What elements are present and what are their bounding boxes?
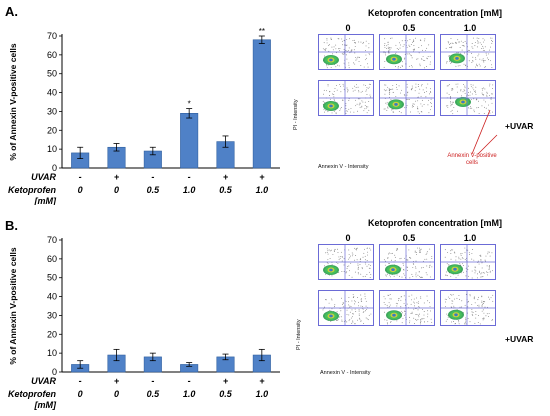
flow-b-scatter-r1-c1 [380, 291, 434, 325]
chart-b-uvar-3: - [188, 376, 191, 386]
chart-a-uvar-3: - [188, 172, 191, 182]
chart-b-ytick-label-5: 50 [47, 273, 57, 283]
chart-b-row-label-2: [mM] [34, 400, 57, 410]
chart-b-uvar-1: + [114, 376, 120, 386]
flow-b-plot-r0-c1 [379, 244, 435, 280]
chart-a-row-label-0: UVAR [31, 172, 56, 182]
flow-conc-a-1: 0.5 [402, 23, 416, 33]
flow-a-scatter-r1-c1 [380, 81, 434, 115]
chart-a-ytick-label-6: 60 [47, 50, 57, 60]
chart-a-row-label-1: Ketoprofen [8, 185, 56, 195]
flow-xaxis-label-b: Annexin V - Intensity [320, 370, 371, 376]
chart-a-ketoprofen-5: 1.0 [256, 185, 269, 195]
chart-b-ytick-label-3: 30 [47, 310, 57, 320]
chart-a-ytick-label-2: 20 [47, 125, 57, 135]
chart-a-ketoprofen-2: 0.5 [147, 185, 161, 195]
flow-a-scatter-r1-c0 [319, 81, 373, 115]
chart-b-ketoprofen-3: 1.0 [183, 389, 196, 399]
flow-a-plot-r1-c2 [440, 80, 496, 116]
annexin-positive-annotation: Annexin V-positive cells [447, 153, 497, 166]
chart-b-ketoprofen-4: 0.5 [219, 389, 233, 399]
flow-conc-b-1: 0.5 [402, 233, 416, 243]
chart-a-uvar-1: + [114, 172, 120, 182]
flow-a-scatter-r0-c0 [319, 35, 373, 69]
flow-a-scatter-r0-c2 [441, 35, 495, 69]
chart-a-row-label-2: [mM] [34, 196, 57, 205]
chart-b-uvar-0: - [79, 376, 82, 386]
flow-b-plot-r1-c0 [318, 290, 374, 326]
flow-xaxis-label-a: Annexin V - Intensity [318, 164, 369, 170]
flow-conc-a-0: 0 [345, 23, 351, 33]
flow-title-b: Ketoprofen concentration [mM] [368, 218, 502, 228]
chart-a-ytick-label-0: 0 [52, 163, 57, 173]
flow-a-plot-r0-c1 [379, 34, 435, 70]
chart-a-ketoprofen-3: 1.0 [183, 185, 196, 195]
chart-b-row-label-1: Ketoprofen [8, 389, 56, 399]
flow-title-a: Ketoprofen concentration [mM] [368, 8, 502, 18]
chart-a-ytick-label-1: 10 [47, 144, 57, 154]
chart-a-ylabel: % of Annexin V-positive cells [8, 43, 18, 161]
chart-b-ketoprofen-5: 1.0 [256, 389, 269, 399]
flow-conc-a-2: 1.0 [463, 23, 477, 33]
flow-b-plot-r1-c2 [440, 290, 496, 326]
flow-b-scatter-r0-c2 [441, 245, 495, 279]
bar-chart-a: 0 10 20 30 40 50 60 70 % of Annexin V-positive c… [8, 27, 280, 205]
chart-a-uvar-4: + [223, 172, 229, 182]
chart-a-ytick-label-5: 50 [47, 69, 57, 79]
chart-a-bar-5 [252, 39, 271, 169]
chart-b-ytick-label-4: 40 [47, 292, 57, 302]
flow-a-plot-r0-c0 [318, 34, 374, 70]
flow-b-plot-r1-c1 [379, 290, 435, 326]
chart-a-uvar-0: - [79, 172, 82, 182]
flow-yaxis-label-a: PI - Intensity [293, 99, 299, 130]
chart-a-ytick-label-3: 30 [47, 106, 57, 116]
chart-b-ytick-label-0: 0 [52, 367, 57, 377]
chart-b-ytick-label-6: 60 [47, 254, 57, 264]
chart-b-row-label-0: UVAR [31, 376, 56, 386]
chart-b-ketoprofen-2: 0.5 [147, 389, 161, 399]
flow-conc-b-0: 0 [345, 233, 351, 243]
chart-a-uvar-2: - [151, 172, 154, 182]
chart-a-significance-5: ** [259, 27, 265, 36]
chart-b-ytick-label-7: 70 [47, 235, 57, 245]
flow-side-label-b: +UVAR [505, 334, 534, 344]
flow-a-scatter-r1-c2 [441, 81, 495, 115]
chart-a-bar-3 [180, 113, 199, 169]
panel-a-letter: A. [5, 4, 18, 19]
flow-side-label-a: +UVAR [505, 121, 534, 131]
chart-b-uvar-2: - [151, 376, 154, 386]
flow-b-scatter-r0-c0 [319, 245, 373, 279]
flow-a-scatter-r0-c1 [380, 35, 434, 69]
flow-yaxis-label-b: PI - Intensity [296, 319, 302, 350]
chart-b-ytick-label-1: 10 [47, 348, 57, 358]
chart-b-ytick-label-2: 20 [47, 329, 57, 339]
chart-b-uvar-4: + [223, 376, 229, 386]
flow-b-scatter-r0-c1 [380, 245, 434, 279]
chart-a-ketoprofen-4: 0.5 [219, 185, 233, 195]
chart-b-ketoprofen-0: 0 [78, 389, 83, 399]
flow-a-plot-r0-c2 [440, 34, 496, 70]
chart-a-significance-3: * [188, 100, 191, 109]
bar-chart-b: 0 10 20 30 40 50 60 70 % of Annexin V-positive c… [8, 235, 280, 410]
chart-b-ylabel: % of Annexin V-positive cells [8, 247, 18, 365]
flow-a-plot-r1-c0 [318, 80, 374, 116]
flow-b-plot-r0-c2 [440, 244, 496, 280]
chart-a-ketoprofen-1: 0 [114, 185, 119, 195]
chart-a-ketoprofen-0: 0 [78, 185, 83, 195]
chart-a-ytick-label-7: 70 [47, 31, 57, 41]
chart-a-ytick-label-4: 40 [47, 88, 57, 98]
flow-a-plot-r1-c1 [379, 80, 435, 116]
chart-b-uvar-5: + [259, 376, 265, 386]
flow-b-plot-r0-c0 [318, 244, 374, 280]
flow-conc-b-2: 1.0 [463, 233, 477, 243]
panel-b-letter: B. [5, 218, 18, 233]
chart-b-ketoprofen-1: 0 [114, 389, 119, 399]
flow-b-scatter-r1-c2 [441, 291, 495, 325]
chart-a-uvar-5: + [259, 172, 265, 182]
flow-b-scatter-r1-c0 [319, 291, 373, 325]
